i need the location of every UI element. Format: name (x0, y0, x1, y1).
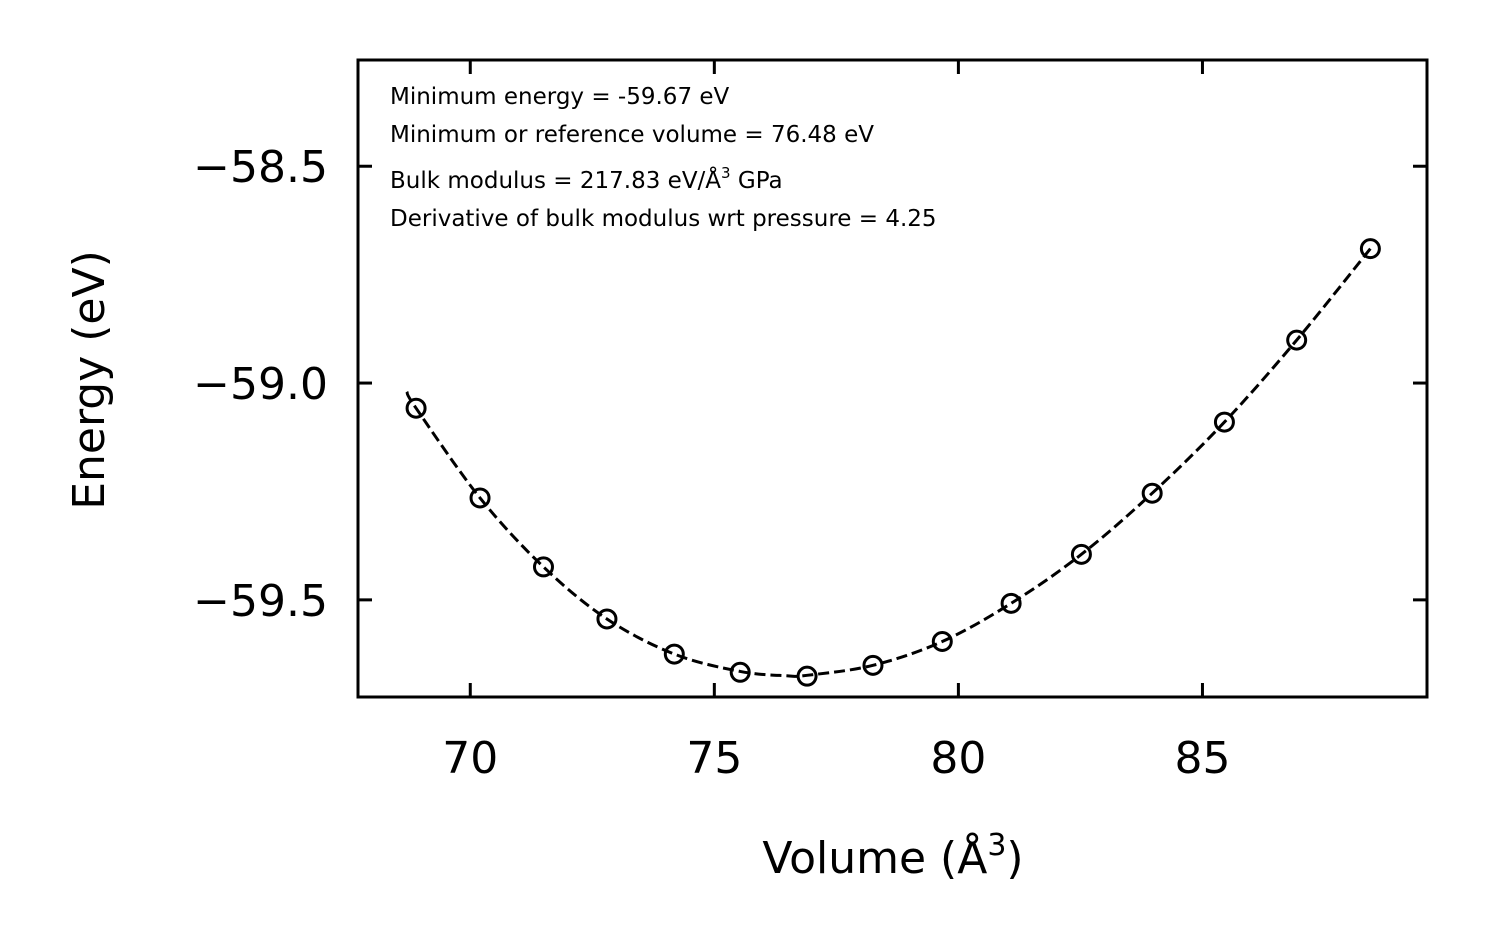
y-tick-label: −59.5 (193, 576, 328, 627)
x-axis-label-text: Volume (Å (762, 831, 987, 884)
x-axis-label-sup: 3 (987, 828, 1006, 863)
data-point (1359, 238, 1381, 260)
y-tick-label: −58.5 (193, 142, 328, 193)
data-point (729, 661, 751, 683)
data-point (405, 397, 427, 419)
plot-frame (356, 58, 1429, 699)
data-point (469, 487, 491, 509)
data-point (931, 630, 953, 652)
x-tick-label: 75 (686, 733, 742, 784)
annotation-bulk-derivative: Derivative of bulk modulus wrt pressure … (390, 206, 937, 232)
data-point (1213, 411, 1235, 433)
annotation-min-energy: Minimum energy = -59.67 eV (390, 84, 730, 110)
annotation-bulk-sup: 3 (721, 164, 731, 182)
x-axis-label: Volume (Å3) (762, 828, 1023, 884)
data-point (532, 556, 554, 578)
x-axis-label-end: ) (1006, 833, 1023, 884)
data-point (1141, 482, 1163, 504)
fit-curve (405, 247, 1372, 678)
y-tick-label: −59.0 (193, 359, 328, 410)
x-tick-label: 85 (1174, 733, 1230, 784)
x-tick-label: 70 (442, 733, 498, 784)
annotation-bulk-modulus: Bulk modulus = 217.83 eV/Å3 GPa (390, 164, 783, 194)
data-point (862, 654, 884, 676)
data-point (663, 643, 685, 665)
annotation-min-volume: Minimum or reference volume = 76.48 eV (390, 122, 874, 148)
data-point (1000, 592, 1022, 614)
annotation-bulk-unit: GPa (731, 168, 783, 194)
y-axis-label: Energy (eV) (64, 250, 115, 510)
annotation-bulk-text: Bulk modulus = 217.83 eV/Å (390, 166, 721, 194)
data-point (796, 665, 818, 687)
data-point (596, 608, 618, 630)
data-point (1286, 329, 1308, 351)
x-tick-label: 80 (930, 733, 986, 784)
data-point (1070, 543, 1092, 565)
